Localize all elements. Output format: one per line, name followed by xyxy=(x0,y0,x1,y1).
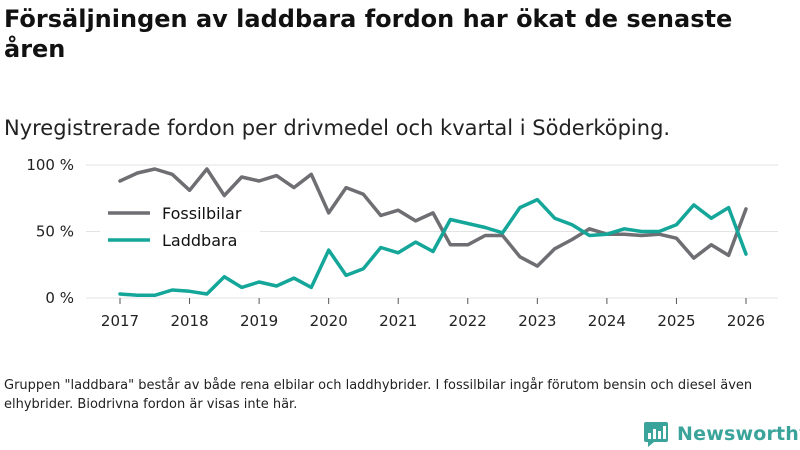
newsworthy-logo-text: Newsworthy xyxy=(677,423,800,445)
newsworthy-logo-icon xyxy=(644,422,668,447)
x-tick-label: 2023 xyxy=(518,312,556,330)
legend-label-fossilbilar: Fossilbilar xyxy=(162,204,242,223)
x-tick-label: 2017 xyxy=(101,312,139,330)
footnote: Gruppen "laddbara" består av både rena e… xyxy=(4,378,753,412)
legend-label-laddbara: Laddbara xyxy=(162,231,237,250)
x-tick-label: 2020 xyxy=(310,312,348,330)
x-tick-label: 2026 xyxy=(727,312,765,330)
x-tick-label: 2021 xyxy=(379,312,417,330)
y-tick-label: 100 % xyxy=(26,156,74,174)
series-lines xyxy=(118,167,748,298)
y-tick-label: 0 % xyxy=(45,289,74,307)
chart-subtitle: Nyregistrerade fordon per drivmedel och … xyxy=(4,116,671,140)
line-chart: 0 % 50 % 100 % 2017 2018 2019 2020 2021 2022 202… xyxy=(26,156,778,330)
chart-title: Försäljningen av laddbara fordon har öka… xyxy=(4,5,733,63)
x-tick-label: 2022 xyxy=(449,312,487,330)
x-tick-label: 2019 xyxy=(240,312,278,330)
series-line-fossilbilar xyxy=(118,167,748,268)
x-tick-label: 2018 xyxy=(170,312,208,330)
series-line-laddbara xyxy=(118,197,748,298)
x-tick-label: 2025 xyxy=(657,312,695,330)
legend: Fossilbilar Laddbara xyxy=(100,201,260,252)
y-axis: 0 % 50 % 100 % xyxy=(26,156,74,307)
y-tick-label: 50 % xyxy=(36,223,74,241)
x-axis: 2017 2018 2019 2020 2021 2022 2023 2024 2025 2026 xyxy=(101,298,765,330)
x-tick-label: 2024 xyxy=(588,312,626,330)
newsworthy-logo[interactable]: Newsworthy xyxy=(643,419,800,449)
